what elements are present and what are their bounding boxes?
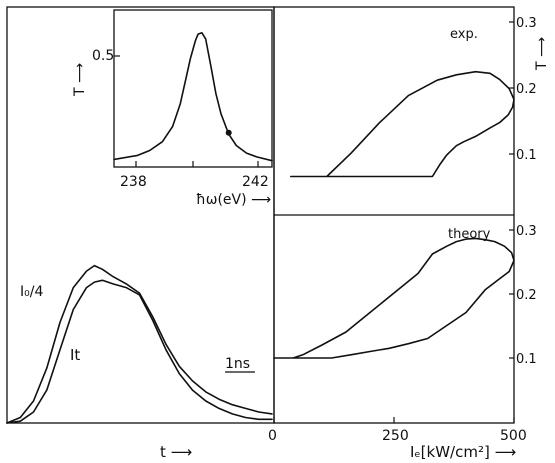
exp-ytick-label-0.1: 0.1	[516, 148, 537, 163]
exp-ytick-label-0.2: 0.2	[516, 82, 537, 97]
theory-ytick-label-0.1: 0.1	[516, 352, 537, 367]
exp-annotation: exp.	[450, 27, 478, 42]
inset-xtick-label-238: 238	[120, 174, 147, 190]
theory-ytick-label-0.3: 0.3	[516, 224, 537, 239]
theory-ytick-label-0.2: 0.2	[516, 288, 537, 303]
pulse-legend-It: It	[70, 346, 80, 364]
pulse-It-curve	[6, 279, 273, 424]
theory-curve	[273, 237, 515, 359]
pulse-I0-curve	[6, 264, 273, 424]
inset-xlabel: ħω(eV) ⟶	[196, 192, 271, 208]
exp-ytick-label-0.3: 0.3	[516, 16, 537, 31]
inset-axis: 0.5 T ⟶ 238 242 ħω(eV) ⟶	[72, 48, 271, 208]
pulse-xlabel: t ⟶	[160, 443, 192, 461]
pulse-legend-I0: I₀/4	[20, 284, 43, 300]
theory-axis: 0.3 0.2 0.1 theory 0 250 500 Iₑ[kW/cm²] …	[268, 224, 537, 461]
inset-ytick-label-0.5: 0.5	[92, 48, 114, 64]
theory-xlabel: Iₑ[kW/cm²] ⟶	[410, 443, 516, 461]
exp-ylabel: T ⟶	[534, 37, 550, 71]
pulse-scale-label: 1ns	[225, 356, 250, 372]
inset-frame	[113, 9, 273, 168]
theory-xtick-label-250: 250	[382, 428, 409, 444]
inset-curve	[113, 31, 273, 162]
theory-xtick-label-0: 0	[268, 428, 277, 444]
inset-xtick-label-242: 242	[242, 174, 269, 190]
exp-curve	[290, 70, 515, 178]
inset-ylabel: T ⟶	[72, 63, 88, 97]
exp-axis: 0.3 0.2 0.1 T ⟶ exp.	[450, 16, 550, 163]
theory-xtick-label-500: 500	[500, 428, 527, 444]
inset-marker	[225, 129, 232, 136]
